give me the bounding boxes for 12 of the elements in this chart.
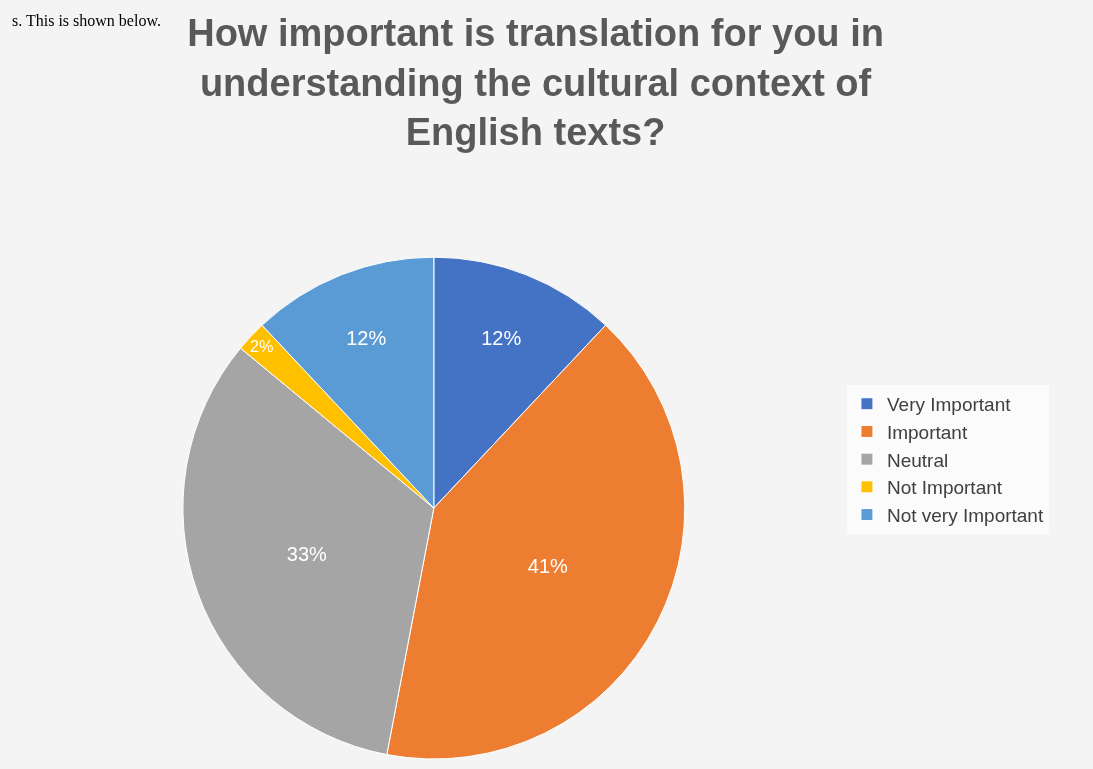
chart-title: How important is translation for you in understanding the cultural context of English texts? [187,12,884,153]
data-label: 2% [249,337,274,356]
legend-label: Important [886,421,968,443]
legend-label: Neutral [886,449,949,471]
text: s. This is shown below. [12,12,161,29]
legend-label: Not very Important [886,504,1044,526]
legend-label: Not Important [886,477,1003,499]
data-label: 41% [527,555,569,578]
data-label: 12% [481,326,522,349]
data-label: 12% [346,326,387,349]
data-label: 33% [286,542,328,565]
legend-label: Very Important [886,394,1012,416]
